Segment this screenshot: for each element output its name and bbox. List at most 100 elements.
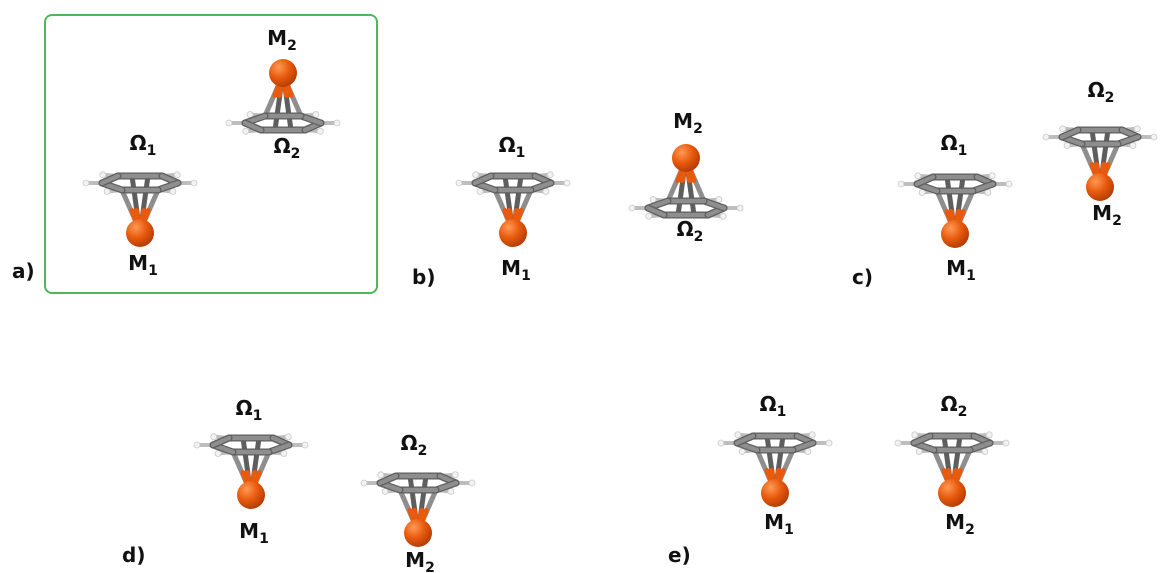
- metal-label: M1: [239, 519, 269, 547]
- hydrogen-atom: [468, 479, 476, 487]
- metal-label-symbol: M: [501, 256, 521, 280]
- hydrogen-atom: [734, 431, 742, 439]
- hydrogen-atom: [738, 448, 746, 455]
- hydrogen-atom: [173, 171, 181, 179]
- metal-label: M1: [764, 510, 794, 538]
- panel-label-a: a): [12, 259, 35, 283]
- metal-atom: [404, 519, 432, 547]
- ring-label: Ω2: [677, 217, 704, 245]
- ring-label-symbol: Ω: [941, 392, 958, 416]
- metal-label: M1: [501, 256, 531, 284]
- metallocene-half-sandwich: [455, 171, 571, 247]
- metal-label-subscript: 2: [965, 522, 975, 538]
- metal-atom: [672, 144, 700, 172]
- ring-bond: [266, 442, 292, 455]
- metallocene-half-sandwich: [193, 433, 309, 509]
- metal-label-symbol: M: [945, 510, 965, 534]
- ring-label-symbol: Ω: [499, 133, 516, 157]
- ring-bond: [914, 174, 936, 187]
- metal-label-subscript: 1: [148, 263, 158, 279]
- hydrogen-atom: [736, 204, 744, 212]
- metal-atom: [126, 219, 154, 247]
- hydrogen-atom: [1063, 142, 1071, 149]
- hydrogen-atom: [381, 488, 389, 495]
- ring-label-symbol: Ω: [130, 131, 147, 155]
- metal-ring-bonds: [230, 435, 272, 490]
- hydrogen-atom: [99, 171, 107, 179]
- hydrogen-atom: [808, 431, 816, 439]
- metallocene-half-sandwich: [628, 144, 744, 220]
- metal-label: M2: [673, 109, 703, 137]
- cyclopentadienyl-ring: [644, 197, 728, 219]
- hydrogen-atom: [242, 127, 250, 135]
- cyclopentadienyl-ring: [241, 112, 325, 134]
- hydrogen-atom: [169, 188, 177, 195]
- ring-bond: [99, 173, 121, 186]
- ring-label: Ω1: [941, 131, 968, 159]
- ring-label-symbol: Ω: [677, 217, 694, 241]
- hydrogen-atom: [645, 212, 653, 220]
- metal-label-subscript: 2: [425, 560, 435, 573]
- metal-atom: [237, 481, 265, 509]
- hydrogen-atom: [719, 212, 727, 220]
- hydrogen-atom: [915, 448, 923, 455]
- ring-bond: [433, 480, 459, 493]
- metal-atom: [269, 59, 297, 87]
- ring-label-subscript: 2: [1105, 90, 1115, 106]
- hydrogen-atom: [649, 196, 657, 203]
- hydrogen-atom: [225, 119, 233, 127]
- hydrogen-atom: [472, 171, 480, 179]
- metal-ring-bonds: [1079, 127, 1121, 182]
- panel-e: [717, 431, 1010, 507]
- ring-bond: [298, 113, 324, 126]
- hydrogen-atom: [897, 180, 905, 188]
- metal-label-symbol: M: [946, 256, 966, 280]
- hydrogen-atom: [1133, 125, 1141, 133]
- hydrogen-atom: [981, 448, 989, 455]
- ring-label-symbol: Ω: [760, 392, 777, 416]
- panel-label-d: d): [122, 543, 145, 567]
- hydrogen-atom: [214, 450, 222, 457]
- ring-label: Ω1: [499, 133, 526, 161]
- metal-ring-bonds: [397, 473, 439, 528]
- metallocene-half-sandwich: [225, 59, 341, 135]
- metal-label-symbol: M: [405, 548, 425, 572]
- ring-bond: [377, 473, 399, 486]
- panel-label-b: b): [412, 265, 435, 289]
- ring-bond: [1059, 127, 1081, 140]
- ring-bond: [155, 180, 181, 193]
- ring-label-subscript: 1: [147, 143, 157, 159]
- ring-bond: [210, 435, 232, 448]
- metal-label-symbol: M: [673, 109, 693, 133]
- metal-label-subscript: 2: [693, 121, 703, 137]
- hydrogen-atom: [301, 441, 309, 449]
- cyclopentadienyl-ring: [913, 173, 997, 195]
- ring-label: Ω2: [1088, 78, 1115, 106]
- hydrogen-atom: [1059, 125, 1067, 133]
- hydrogen-atom: [911, 431, 919, 439]
- metal-label-subscript: 1: [521, 268, 531, 284]
- panel-label-e: e): [668, 543, 691, 567]
- metal-atom: [941, 220, 969, 248]
- ring-label-symbol: Ω: [1088, 78, 1105, 102]
- ring-label-subscript: 1: [958, 143, 968, 159]
- metal-atom: [761, 479, 789, 507]
- panel-c: [897, 125, 1158, 248]
- ring-bond: [528, 180, 554, 193]
- ring-label-symbol: Ω: [274, 134, 291, 158]
- metal-atom: [1086, 173, 1114, 201]
- ring-label: Ω1: [760, 392, 787, 420]
- molecules-layer: [82, 59, 1158, 547]
- hydrogen-atom: [1005, 180, 1013, 188]
- ring-label-symbol: Ω: [941, 131, 958, 155]
- hydrogen-atom: [914, 172, 922, 180]
- metal-label-subscript: 2: [1112, 213, 1122, 229]
- hydrogen-atom: [1150, 133, 1158, 141]
- metal-ring-bonds: [492, 173, 534, 228]
- ring-label: Ω2: [941, 392, 968, 420]
- metal-label-symbol: M: [764, 510, 784, 534]
- hydrogen-atom: [1042, 133, 1050, 141]
- metal-label-subscript: 1: [784, 522, 794, 538]
- ring-bond: [472, 173, 494, 186]
